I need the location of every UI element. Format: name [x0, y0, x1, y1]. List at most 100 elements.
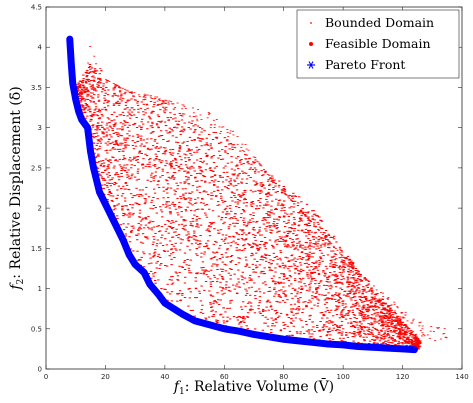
- feasible-point: [78, 94, 82, 96]
- feasible-point: [190, 174, 193, 176]
- feasible-point: [89, 120, 92, 122]
- bounded-point: [219, 132, 222, 134]
- feasible-point: [366, 318, 369, 320]
- feasible-point: [345, 258, 349, 260]
- feasible-point: [127, 111, 130, 113]
- feasible-point: [370, 332, 373, 334]
- feasible-point: [349, 289, 353, 291]
- feasible-point: [142, 114, 145, 116]
- feasible-point: [270, 205, 273, 207]
- feasible-point: [134, 195, 137, 197]
- feasible-point: [170, 291, 174, 293]
- feasible-point: [327, 276, 330, 278]
- feasible-point: [245, 290, 248, 292]
- feasible-point: [253, 295, 257, 297]
- feasible-point: [249, 308, 253, 310]
- feasible-point: [213, 184, 216, 186]
- feasible-point: [412, 345, 416, 347]
- bounded-point: [209, 124, 212, 126]
- feasible-point: [305, 203, 309, 205]
- feasible-point: [399, 321, 402, 323]
- feasible-point: [213, 190, 216, 192]
- feasible-point: [307, 263, 311, 265]
- feasible-point: [279, 296, 282, 298]
- feasible-point: [89, 92, 93, 94]
- feasible-point: [76, 84, 80, 86]
- feasible-point: [336, 306, 339, 308]
- feasible-point: [164, 147, 167, 149]
- feasible-point: [203, 130, 206, 132]
- feasible-point: [108, 191, 111, 193]
- feasible-point: [374, 300, 377, 302]
- feasible-point: [326, 331, 330, 333]
- feasible-point: [187, 149, 191, 151]
- feasible-point: [258, 205, 262, 207]
- feasible-point: [154, 171, 158, 173]
- feasible-point: [346, 314, 349, 316]
- feasible-point: [123, 139, 126, 141]
- feasible-point: [269, 177, 272, 179]
- feasible-point: [113, 124, 116, 126]
- feasible-point: [193, 210, 196, 212]
- feasible-point: [243, 211, 246, 213]
- feasible-point: [163, 121, 167, 123]
- feasible-point: [408, 335, 412, 337]
- feasible-point: [260, 191, 263, 193]
- feasible-point: [191, 217, 195, 219]
- feasible-point: [85, 87, 89, 89]
- feasible-point: [234, 218, 238, 220]
- feasible-point: [362, 330, 366, 332]
- feasible-point: [362, 326, 366, 328]
- feasible-point: [306, 274, 309, 276]
- feasible-point: [324, 234, 328, 236]
- feasible-point: [151, 145, 155, 147]
- feasible-point: [173, 168, 176, 170]
- feasible-point: [137, 161, 140, 163]
- feasible-point: [298, 217, 302, 219]
- feasible-point: [211, 309, 215, 311]
- feasible-point: [306, 225, 309, 227]
- feasible-point: [97, 155, 100, 157]
- feasible-point: [381, 323, 385, 325]
- feasible-point: [255, 221, 258, 223]
- feasible-point: [407, 342, 411, 344]
- feasible-point: [370, 288, 373, 290]
- feasible-point: [207, 194, 210, 196]
- feasible-point: [96, 142, 99, 144]
- feasible-point: [245, 325, 248, 327]
- feasible-point: [340, 312, 343, 314]
- feasible-point: [398, 331, 402, 333]
- feasible-point: [321, 260, 324, 262]
- feasible-point: [290, 255, 293, 257]
- feasible-point: [167, 140, 171, 142]
- feasible-point: [356, 303, 360, 305]
- feasible-point: [190, 139, 194, 141]
- feasible-point: [178, 249, 182, 251]
- feasible-point: [155, 146, 159, 148]
- feasible-point: [282, 291, 285, 293]
- feasible-point: [227, 272, 231, 274]
- feasible-point: [89, 86, 92, 88]
- feasible-point: [282, 321, 285, 323]
- feasible-point: [261, 315, 264, 317]
- feasible-point: [187, 239, 190, 241]
- feasible-point: [363, 304, 366, 306]
- feasible-point: [115, 142, 119, 144]
- feasible-point: [232, 185, 235, 187]
- feasible-point: [157, 181, 160, 183]
- feasible-point: [97, 78, 100, 80]
- feasible-point: [81, 96, 84, 98]
- feasible-point: [351, 309, 354, 311]
- bounded-point: [165, 100, 168, 102]
- feasible-point: [223, 292, 226, 294]
- feasible-point: [375, 309, 378, 311]
- feasible-point: [150, 199, 154, 201]
- feasible-point: [152, 205, 156, 207]
- feasible-point: [365, 336, 368, 338]
- feasible-point: [340, 324, 344, 326]
- feasible-point: [351, 325, 354, 327]
- feasible-point: [107, 164, 110, 166]
- feasible-point: [166, 187, 170, 189]
- feasible-point: [348, 332, 351, 334]
- feasible-point: [399, 330, 402, 332]
